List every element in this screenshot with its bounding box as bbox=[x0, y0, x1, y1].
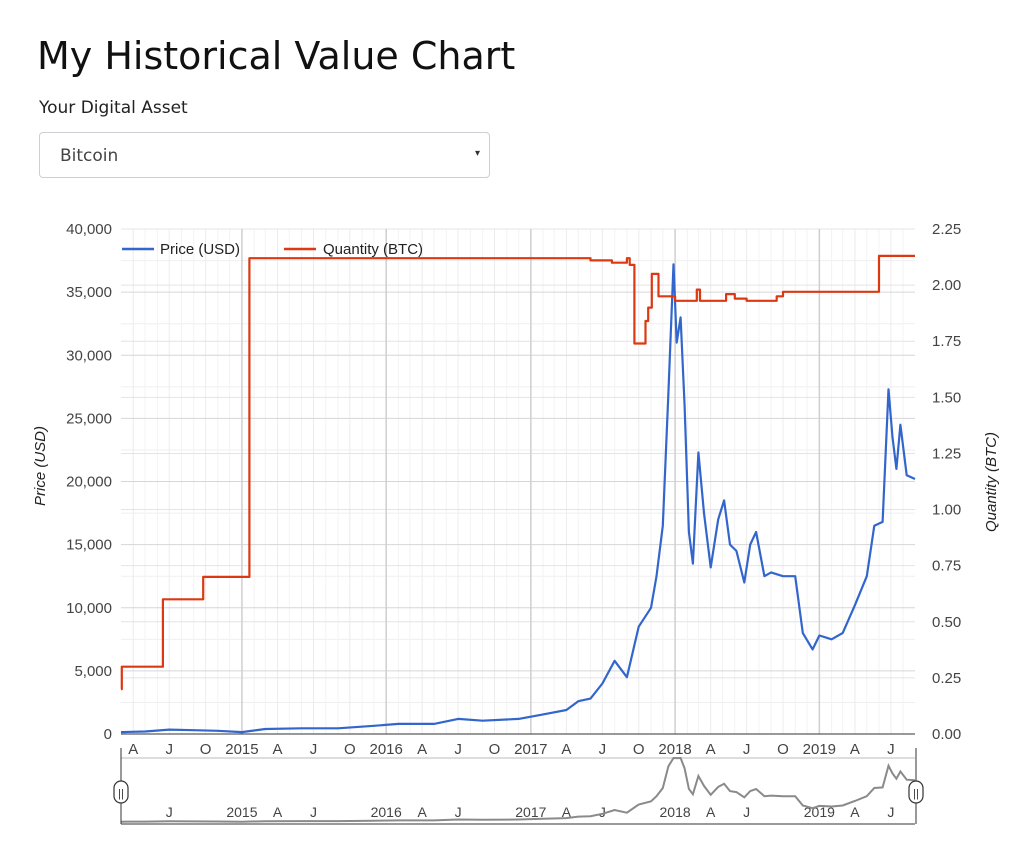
page-title: My Historical Value Chart bbox=[37, 34, 516, 78]
series-layer bbox=[120, 254, 916, 734]
navigator-tick-label: J bbox=[599, 804, 606, 820]
right-tick-label: 0.50 bbox=[932, 614, 961, 631]
price-series-line bbox=[120, 263, 916, 734]
x-tick-label: 2017 bbox=[514, 741, 547, 758]
x-tick-label: O bbox=[777, 741, 789, 758]
price-quantity-chart: 0 5,000 10,000 15,000 20,000 25,000 30,000 35,0… bbox=[32, 221, 1000, 825]
right-tick-label: 2.00 bbox=[932, 277, 961, 294]
x-tick-label: 2016 bbox=[370, 741, 403, 758]
navigator-right-handle[interactable]: || bbox=[908, 748, 924, 824]
asset-select[interactable]: Bitcoin ▾ bbox=[39, 132, 490, 178]
left-tick-label: 25,000 bbox=[66, 410, 112, 427]
navigator-tick-label: J bbox=[310, 804, 317, 820]
x-tick-label: J bbox=[310, 741, 318, 758]
navigator-tick-label: 2017 bbox=[515, 804, 546, 820]
left-tick-label: 20,000 bbox=[66, 474, 112, 491]
navigator-series bbox=[120, 756, 916, 823]
navigator-handle-grip bbox=[908, 780, 924, 804]
x-tick-label: A bbox=[128, 741, 138, 758]
legend-price-label[interactable]: Price (USD) bbox=[160, 241, 240, 258]
x-tick-label: O bbox=[344, 741, 356, 758]
left-tick-label: 35,000 bbox=[66, 284, 112, 301]
x-tick-label: A bbox=[850, 741, 860, 758]
navigator-tick-label: A bbox=[273, 804, 283, 820]
navigator-ticks: J 2015 A J 2016 A J 2017 A J 2018 A J 2019 A J bbox=[166, 804, 895, 820]
x-tick-label: A bbox=[706, 741, 716, 758]
left-tick-label: 40,000 bbox=[66, 221, 112, 238]
left-tick-label: 0 bbox=[104, 726, 112, 743]
x-tick-label: 2018 bbox=[658, 741, 691, 758]
asset-label: Your Digital Asset bbox=[39, 98, 188, 118]
navigator-tick-label: 2016 bbox=[371, 804, 402, 820]
right-axis-ticks: 0.00 0.25 0.50 0.75 1.00 1.25 1.50 1.75 2.00 2.25 bbox=[932, 221, 961, 743]
right-tick-label: 2.25 bbox=[932, 221, 961, 238]
navigator-left-handle[interactable]: || bbox=[113, 748, 129, 824]
navigator-tick-label: 2015 bbox=[226, 804, 257, 820]
x-tick-label: J bbox=[165, 741, 173, 758]
right-axis-label: Quantity (BTC) bbox=[983, 432, 1000, 532]
x-tick-label: 2019 bbox=[803, 741, 836, 758]
right-tick-label: 1.75 bbox=[932, 333, 961, 350]
right-tick-label: 0.25 bbox=[932, 670, 961, 687]
x-tick-label: A bbox=[417, 741, 427, 758]
x-tick-label: J bbox=[599, 741, 607, 758]
right-tick-label: 0.00 bbox=[932, 726, 961, 743]
left-tick-label: 30,000 bbox=[66, 347, 112, 364]
x-tick-label: O bbox=[489, 741, 501, 758]
navigator-handle-glyph: || bbox=[913, 788, 919, 800]
left-axis-ticks: 0 5,000 10,000 15,000 20,000 25,000 30,000 35,0… bbox=[66, 221, 112, 743]
left-axis-label: Price (USD) bbox=[32, 426, 49, 506]
x-tick-label: O bbox=[633, 741, 645, 758]
x-tick-label: O bbox=[200, 741, 212, 758]
right-tick-label: 1.25 bbox=[932, 445, 961, 462]
navigator-tick-label: J bbox=[455, 804, 462, 820]
navigator-handle-grip bbox=[113, 780, 129, 804]
x-tick-label: 2015 bbox=[225, 741, 258, 758]
navigator-tick-label: 2018 bbox=[660, 804, 691, 820]
right-tick-label: 1.50 bbox=[932, 389, 961, 406]
legend[interactable]: Price (USD) Quantity (BTC) bbox=[122, 241, 423, 258]
navigator-tick-label: J bbox=[166, 804, 173, 820]
navigator-tick-label: A bbox=[706, 804, 716, 820]
legend-quantity-label[interactable]: Quantity (BTC) bbox=[323, 241, 423, 258]
navigator-tick-label: J bbox=[743, 804, 750, 820]
left-tick-label: 5,000 bbox=[74, 663, 112, 680]
asset-select-value: Bitcoin bbox=[60, 146, 119, 166]
navigator-tick-label: A bbox=[417, 804, 427, 820]
major-grid bbox=[121, 228, 915, 734]
right-tick-label: 1.00 bbox=[932, 502, 961, 519]
navigator-handle-glyph: || bbox=[118, 788, 124, 800]
navigator-tick-label: A bbox=[562, 804, 572, 820]
navigator-tick-label: A bbox=[850, 804, 860, 820]
navigator-tick-label: J bbox=[887, 804, 894, 820]
x-axis-ticks: A J O 2015 A J O 2016 A J O 2017 A J O 2018 A J O 2019 A J bbox=[128, 741, 894, 758]
x-tick-label: A bbox=[561, 741, 571, 758]
x-tick-label: J bbox=[454, 741, 462, 758]
left-tick-label: 10,000 bbox=[66, 600, 112, 617]
x-tick-label: J bbox=[743, 741, 751, 758]
navigator-price-line bbox=[120, 756, 916, 823]
x-tick-label: A bbox=[272, 741, 282, 758]
chevron-down-icon: ▾ bbox=[474, 148, 480, 159]
x-tick-label: J bbox=[887, 741, 895, 758]
right-tick-label: 0.75 bbox=[932, 558, 961, 575]
left-tick-label: 15,000 bbox=[66, 537, 112, 554]
quantity-series-line bbox=[120, 254, 915, 691]
range-navigator[interactable]: J 2015 A J 2016 A J 2017 A J 2018 A J 2019 A J || || bbox=[113, 748, 924, 825]
